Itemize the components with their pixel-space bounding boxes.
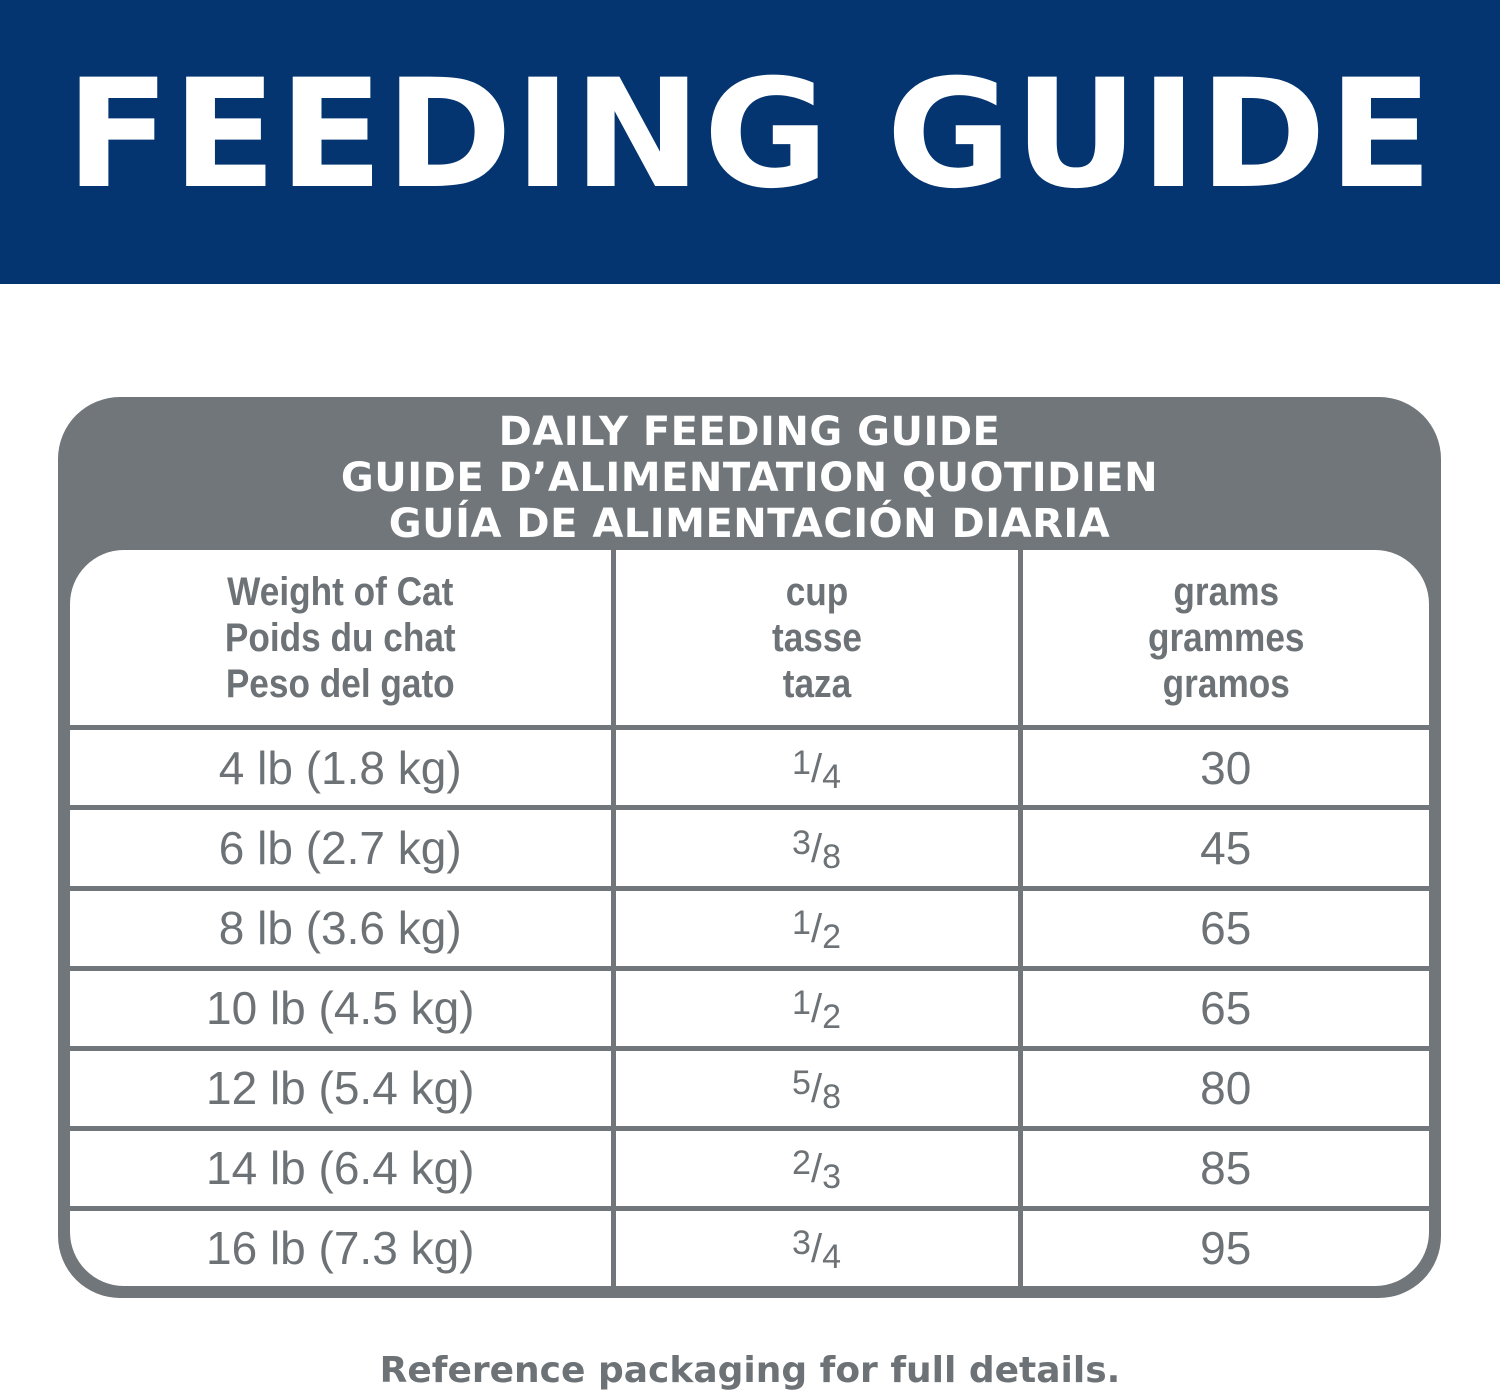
daily-feeding-guide-card: DAILY FEEDING GUIDE GUIDE D’ALIMENTATION… xyxy=(58,397,1441,1298)
frac-den: 4 xyxy=(822,1238,841,1277)
table-row: 16 lb (7.3 kg) 3/4 95 xyxy=(70,1205,1429,1286)
header-line: cup xyxy=(785,569,848,614)
cell-grams: 65 xyxy=(1017,965,1429,1051)
cell-cup: 3/4 xyxy=(610,1205,1023,1286)
frac-den: 3 xyxy=(822,1158,841,1197)
frac-num: 1 xyxy=(792,904,811,943)
page-title: FEEDING GUIDE xyxy=(65,48,1435,222)
feeding-table-wrapper: Weight of Cat Poids du chat Peso del gat… xyxy=(70,550,1429,1286)
cell-grams: 95 xyxy=(1017,1205,1429,1286)
table-row: 10 lb (4.5 kg) 1/2 65 xyxy=(70,965,1429,1051)
feeding-table: Weight of Cat Poids du chat Peso del gat… xyxy=(70,550,1429,1286)
footer-note: Reference packaging for full details. xyxy=(379,1350,1121,1391)
cell-weight: 14 lb (6.4 kg) xyxy=(70,1125,616,1211)
banner: FEEDING GUIDE xyxy=(0,0,1500,284)
cell-weight: 12 lb (5.4 kg) xyxy=(70,1045,616,1131)
frac-den: 2 xyxy=(822,998,841,1037)
heading-english: DAILY FEEDING GUIDE xyxy=(498,409,1001,455)
header-line: grammes xyxy=(1147,615,1305,660)
table-row: 8 lb (3.6 kg) 1/2 65 xyxy=(70,885,1429,971)
frac-num: 3 xyxy=(792,824,811,863)
cell-cup: 1/2 xyxy=(610,885,1023,971)
frac-den: 2 xyxy=(822,918,841,957)
cell-grams: 85 xyxy=(1017,1125,1429,1211)
cell-cup: 2/3 xyxy=(610,1125,1023,1211)
table-row: 14 lb (6.4 kg) 2/3 85 xyxy=(70,1125,1429,1211)
table-header-row: Weight of Cat Poids du chat Peso del gat… xyxy=(70,550,1429,731)
frac-den: 4 xyxy=(822,757,841,796)
table-row: 12 lb (5.4 kg) 5/8 80 xyxy=(70,1045,1429,1131)
header-line: gramos xyxy=(1162,661,1290,706)
header-line: taza xyxy=(782,661,851,706)
cell-weight: 8 lb (3.6 kg) xyxy=(70,885,616,971)
table-row: 6 lb (2.7 kg) 3/8 45 xyxy=(70,805,1429,891)
heading-french: GUIDE D’ALIMENTATION QUOTIDIEN xyxy=(340,455,1159,501)
cell-weight: 16 lb (7.3 kg) xyxy=(70,1205,616,1286)
table-row: 4 lb (1.8 kg) 1/4 30 xyxy=(70,725,1429,811)
header-weight: Weight of Cat Poids du chat Peso del gat… xyxy=(70,550,616,731)
heading-spanish: GUÍA DE ALIMENTACIÓN DIARIA xyxy=(388,501,1111,547)
cell-weight: 6 lb (2.7 kg) xyxy=(70,805,616,891)
header-line: Peso del gato xyxy=(225,661,455,706)
cell-grams: 30 xyxy=(1017,725,1429,811)
header-line: grams xyxy=(1172,569,1279,614)
cell-cup: 1/2 xyxy=(610,965,1023,1051)
header-line: Poids du chat xyxy=(224,615,456,660)
cell-cup: 3/8 xyxy=(610,805,1023,891)
frac-num: 2 xyxy=(792,1144,811,1183)
header-line: Weight of Cat xyxy=(227,569,454,614)
cell-grams: 65 xyxy=(1017,885,1429,971)
cell-grams: 80 xyxy=(1017,1045,1429,1131)
frac-den: 8 xyxy=(822,838,841,877)
frac-num: 1 xyxy=(792,984,811,1023)
header-line: tasse xyxy=(771,615,862,660)
frac-num: 1 xyxy=(792,743,811,782)
cell-cup: 1/4 xyxy=(610,725,1023,811)
header-cup: cup tasse taza xyxy=(610,550,1023,731)
cell-cup: 5/8 xyxy=(610,1045,1023,1131)
card-heading: DAILY FEEDING GUIDE GUIDE D’ALIMENTATION… xyxy=(58,409,1441,547)
header-grams: grams grammes gramos xyxy=(1017,550,1429,731)
cell-grams: 45 xyxy=(1017,805,1429,891)
frac-num: 3 xyxy=(792,1224,811,1263)
cell-weight: 10 lb (4.5 kg) xyxy=(70,965,616,1051)
frac-den: 8 xyxy=(822,1078,841,1117)
frac-num: 5 xyxy=(792,1064,811,1103)
cell-weight: 4 lb (1.8 kg) xyxy=(70,725,616,811)
